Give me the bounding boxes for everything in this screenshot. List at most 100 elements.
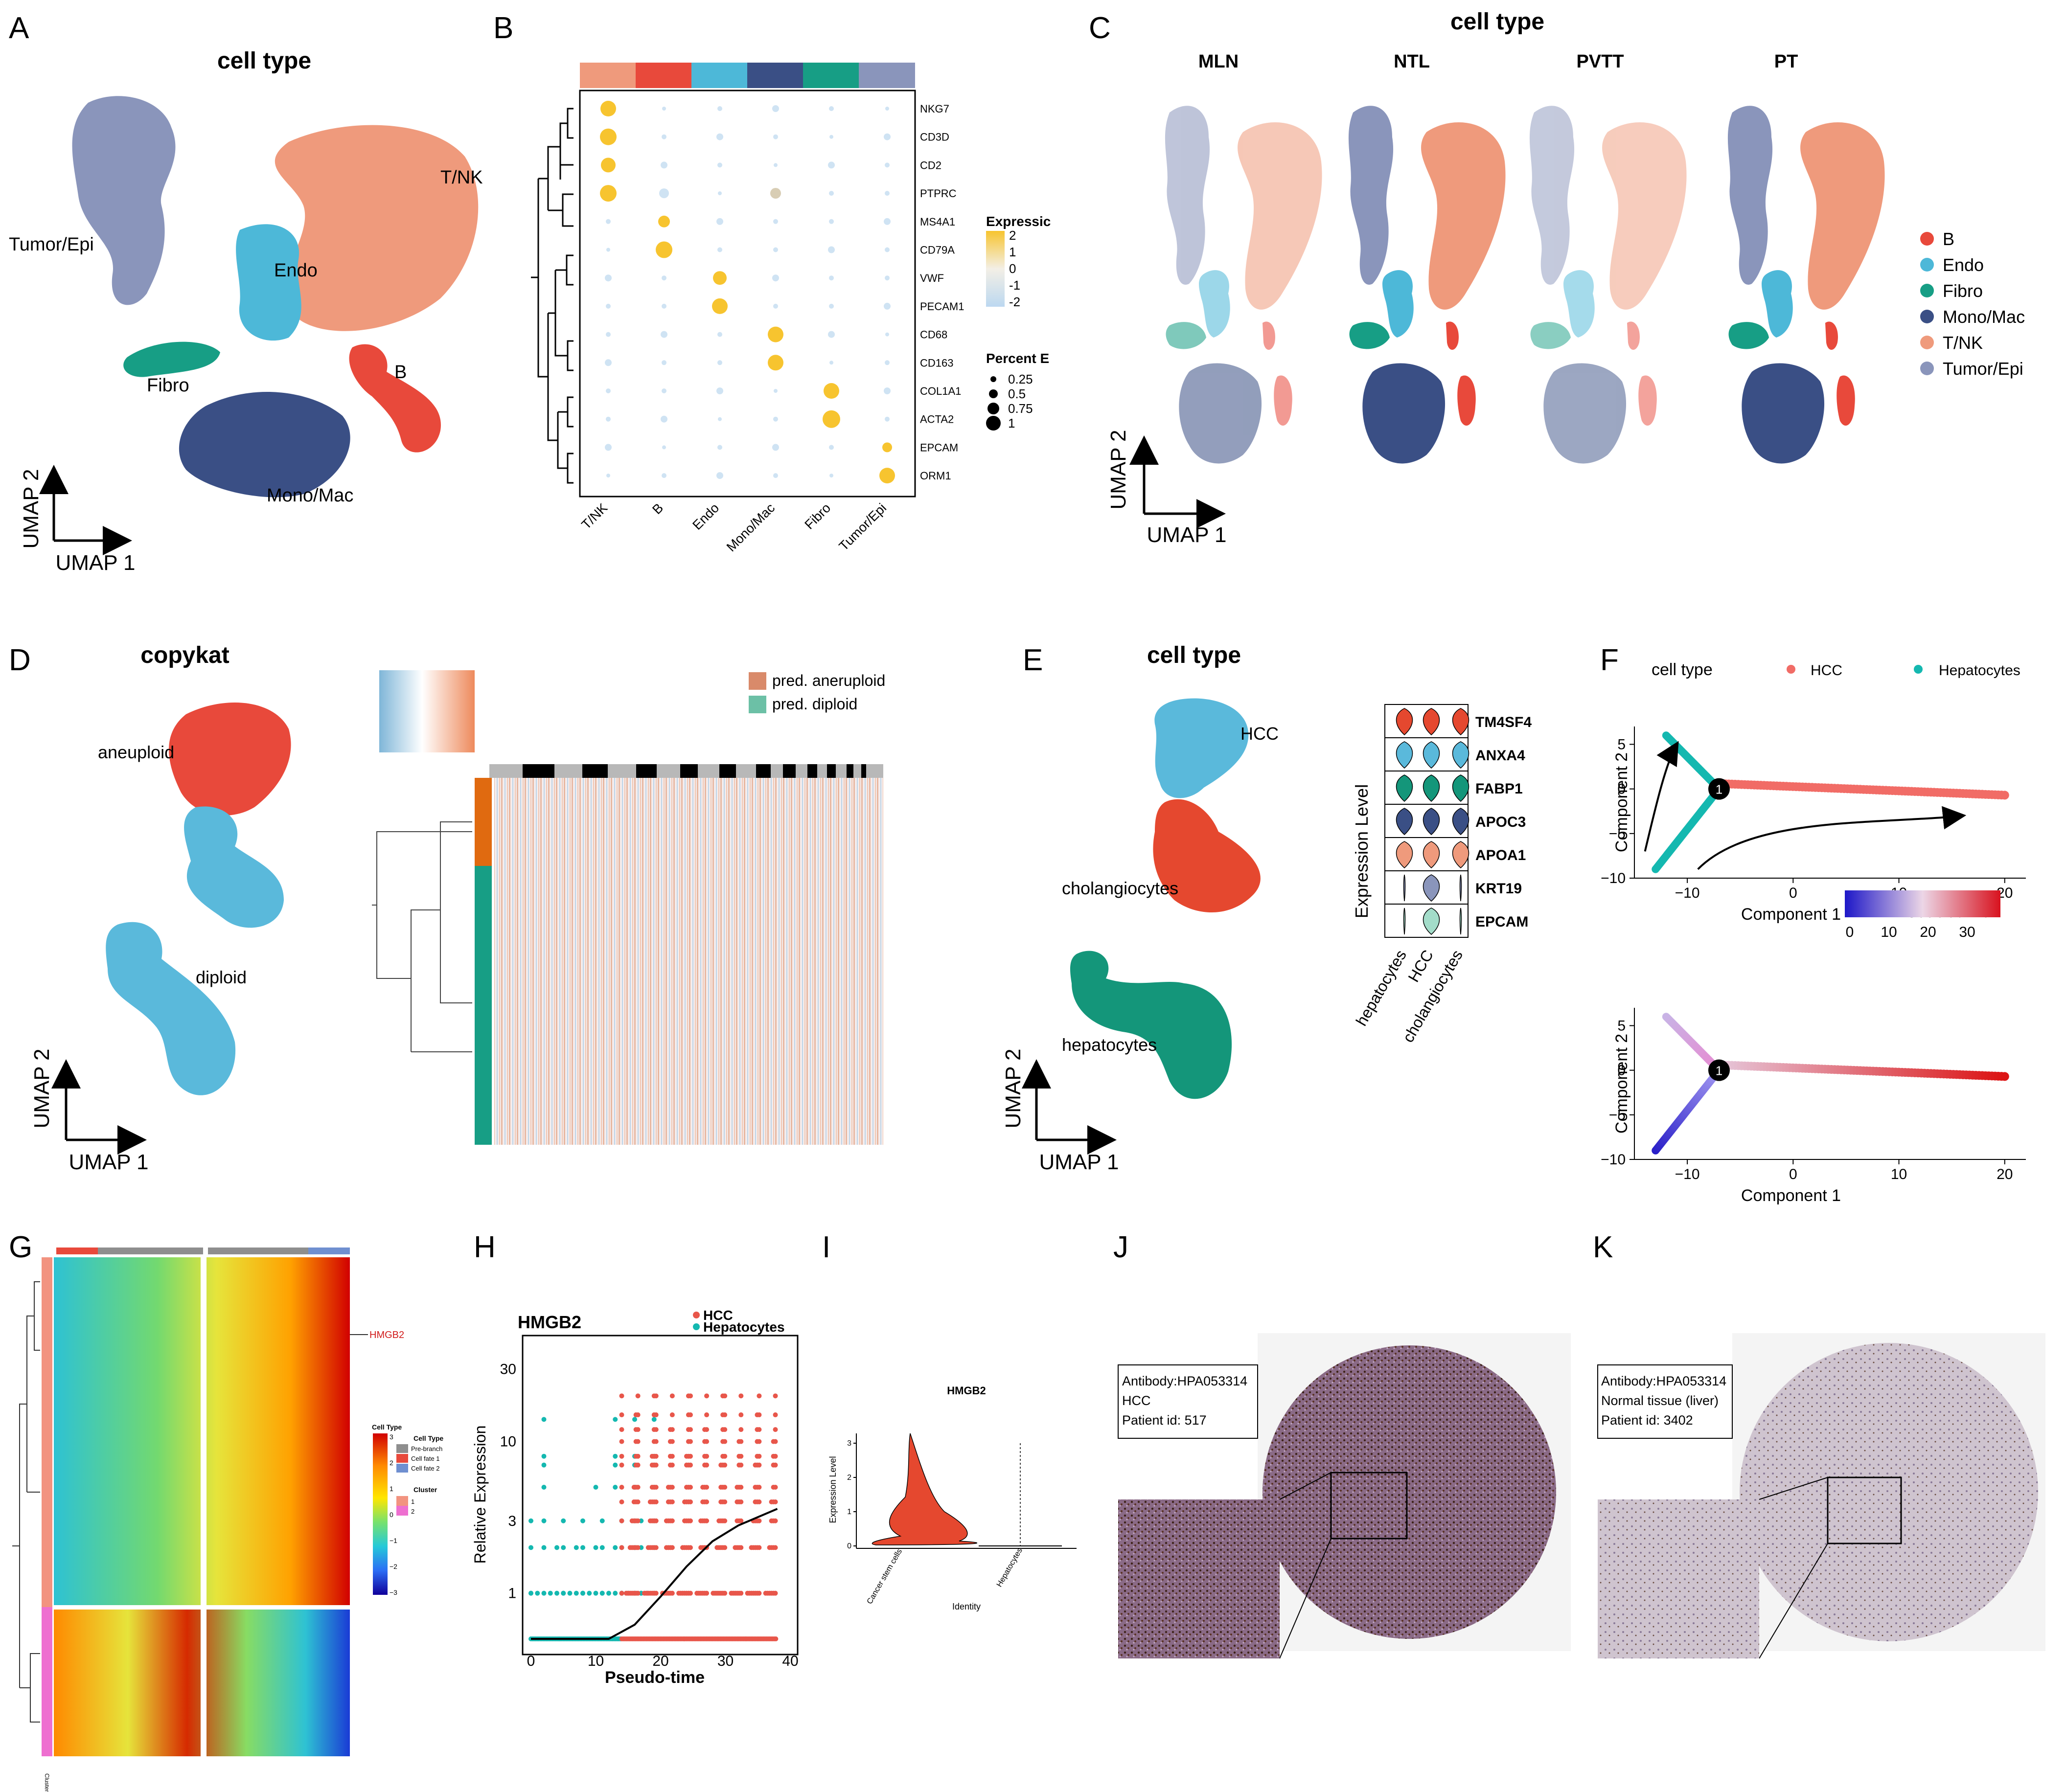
d-chr-block	[756, 764, 771, 778]
e-y-axis-umap: UMAP 2	[1001, 1048, 1025, 1128]
b-dot	[774, 163, 778, 167]
c-legend-dot	[1920, 362, 1934, 375]
f-pseudo-scale	[1845, 890, 2000, 917]
f-x-tick: 0	[1789, 885, 1797, 901]
h-y-tick: 3	[508, 1513, 516, 1529]
h-point	[753, 1462, 758, 1468]
h-point	[684, 1484, 689, 1490]
h-point	[755, 1453, 760, 1459]
h-point	[651, 1439, 657, 1444]
b-dot	[829, 191, 834, 196]
panel-label-d: D	[9, 643, 31, 677]
a-label-tumor: Tumor/Epi	[9, 234, 94, 255]
b-dot	[662, 134, 666, 139]
j-patient: Patient id: 517	[1122, 1413, 1207, 1428]
b-gene-label: CD68	[920, 329, 947, 341]
b-dot	[885, 162, 890, 168]
b-dot	[656, 241, 672, 258]
b-dot	[884, 387, 891, 394]
h-legend-hcc: HCC	[703, 1308, 733, 1323]
h-point	[773, 1393, 778, 1399]
h-x-tick: 40	[782, 1653, 798, 1669]
f-y-axis: Component 2	[1612, 752, 1631, 852]
b-dot	[605, 444, 612, 451]
g-legend-cell-type-head: Cell Type	[372, 1423, 402, 1431]
k-tissue: Normal tissue (liver)	[1601, 1393, 1719, 1408]
panel-g: HMGB2 3 2 1 0 −1 −2 −3 Cell Type Cell Type Pre…	[12, 1248, 443, 1792]
b-topbar-tnk	[580, 63, 636, 88]
b-dot	[885, 191, 890, 196]
h-point	[613, 1484, 618, 1490]
h-point	[686, 1427, 691, 1432]
h-point	[676, 1590, 682, 1596]
a-label-endo: Endo	[274, 260, 318, 281]
d-chr-block	[636, 764, 657, 778]
h-point	[684, 1462, 689, 1468]
b-dot	[662, 388, 666, 393]
e-violin	[1396, 741, 1413, 769]
b-dot	[772, 444, 779, 451]
panel-label-a: A	[9, 11, 29, 45]
e-y-axis: Expression Level	[1352, 784, 1372, 918]
a-y-axis: UMAP 2	[19, 469, 43, 548]
f-point	[2000, 791, 2009, 800]
h-point	[613, 1462, 618, 1468]
e-violin-frame	[1384, 904, 1469, 938]
f-y-tick: 0	[1617, 1063, 1626, 1079]
panel-j: Antibody:HPA053314 HCC Patient id: 517	[1118, 1333, 1571, 1659]
f-y-axis: Component 2	[1612, 1034, 1631, 1134]
b-dot	[829, 474, 833, 478]
h-point	[755, 1439, 760, 1444]
b-group-label: Tumor/Epi	[836, 500, 890, 554]
h-point	[541, 1462, 547, 1468]
b-topbar-b	[636, 63, 691, 88]
e-label-hcc: HCC	[1240, 724, 1279, 744]
g-gene-label: HMGB2	[369, 1330, 404, 1340]
h-point	[613, 1417, 618, 1422]
h-point	[574, 1590, 579, 1596]
h-point	[667, 1427, 673, 1432]
h-point	[574, 1545, 579, 1550]
h-point	[613, 1590, 618, 1596]
b-dot	[658, 215, 670, 227]
f-pseudo-tick: 20	[1920, 924, 1936, 940]
g-legend-cluster: Cluster	[413, 1486, 437, 1494]
h-point	[599, 1518, 605, 1523]
h-point	[541, 1484, 547, 1490]
h-point	[561, 1590, 566, 1596]
h-point	[619, 1545, 624, 1550]
b-dot	[605, 274, 612, 282]
h-point	[541, 1417, 547, 1422]
e-violin	[1452, 841, 1469, 869]
d-sidebar-diploid	[475, 866, 492, 1145]
c-cluster-b	[1627, 321, 1657, 426]
h-point	[613, 1545, 618, 1550]
g-top-prebranch-2	[208, 1248, 308, 1254]
h-point	[669, 1412, 675, 1418]
b-gene-label: MS4A1	[920, 216, 955, 228]
b-dot	[662, 360, 666, 365]
c-facet-label: MLN	[1198, 51, 1239, 72]
h-point	[735, 1484, 740, 1490]
b-gene-label: NKG7	[920, 103, 949, 115]
d-chr-block	[719, 764, 736, 778]
b-dot	[606, 248, 610, 252]
e-gene-label: FABP1	[1475, 781, 1523, 797]
c-facet-label: PVTT	[1576, 51, 1624, 72]
c-x-axis: UMAP 1	[1147, 523, 1226, 547]
a-cluster-endo	[236, 224, 301, 341]
f-legend-dot-hcc	[1787, 665, 1795, 674]
e-violin	[1403, 907, 1406, 935]
b-dot	[606, 388, 611, 393]
f-pseudo-tick: 10	[1881, 924, 1897, 940]
h-point	[694, 1590, 700, 1596]
b-dot	[828, 246, 835, 253]
h-x-tick: 30	[717, 1653, 734, 1669]
h-point	[704, 1393, 710, 1399]
c-cluster-tnk	[1602, 122, 1687, 310]
i-x-axis: Identity	[952, 1602, 981, 1611]
b-dot	[773, 473, 778, 478]
b-percent-dot	[989, 389, 998, 398]
b-dot	[884, 302, 891, 310]
j-info-box	[1118, 1364, 1258, 1439]
